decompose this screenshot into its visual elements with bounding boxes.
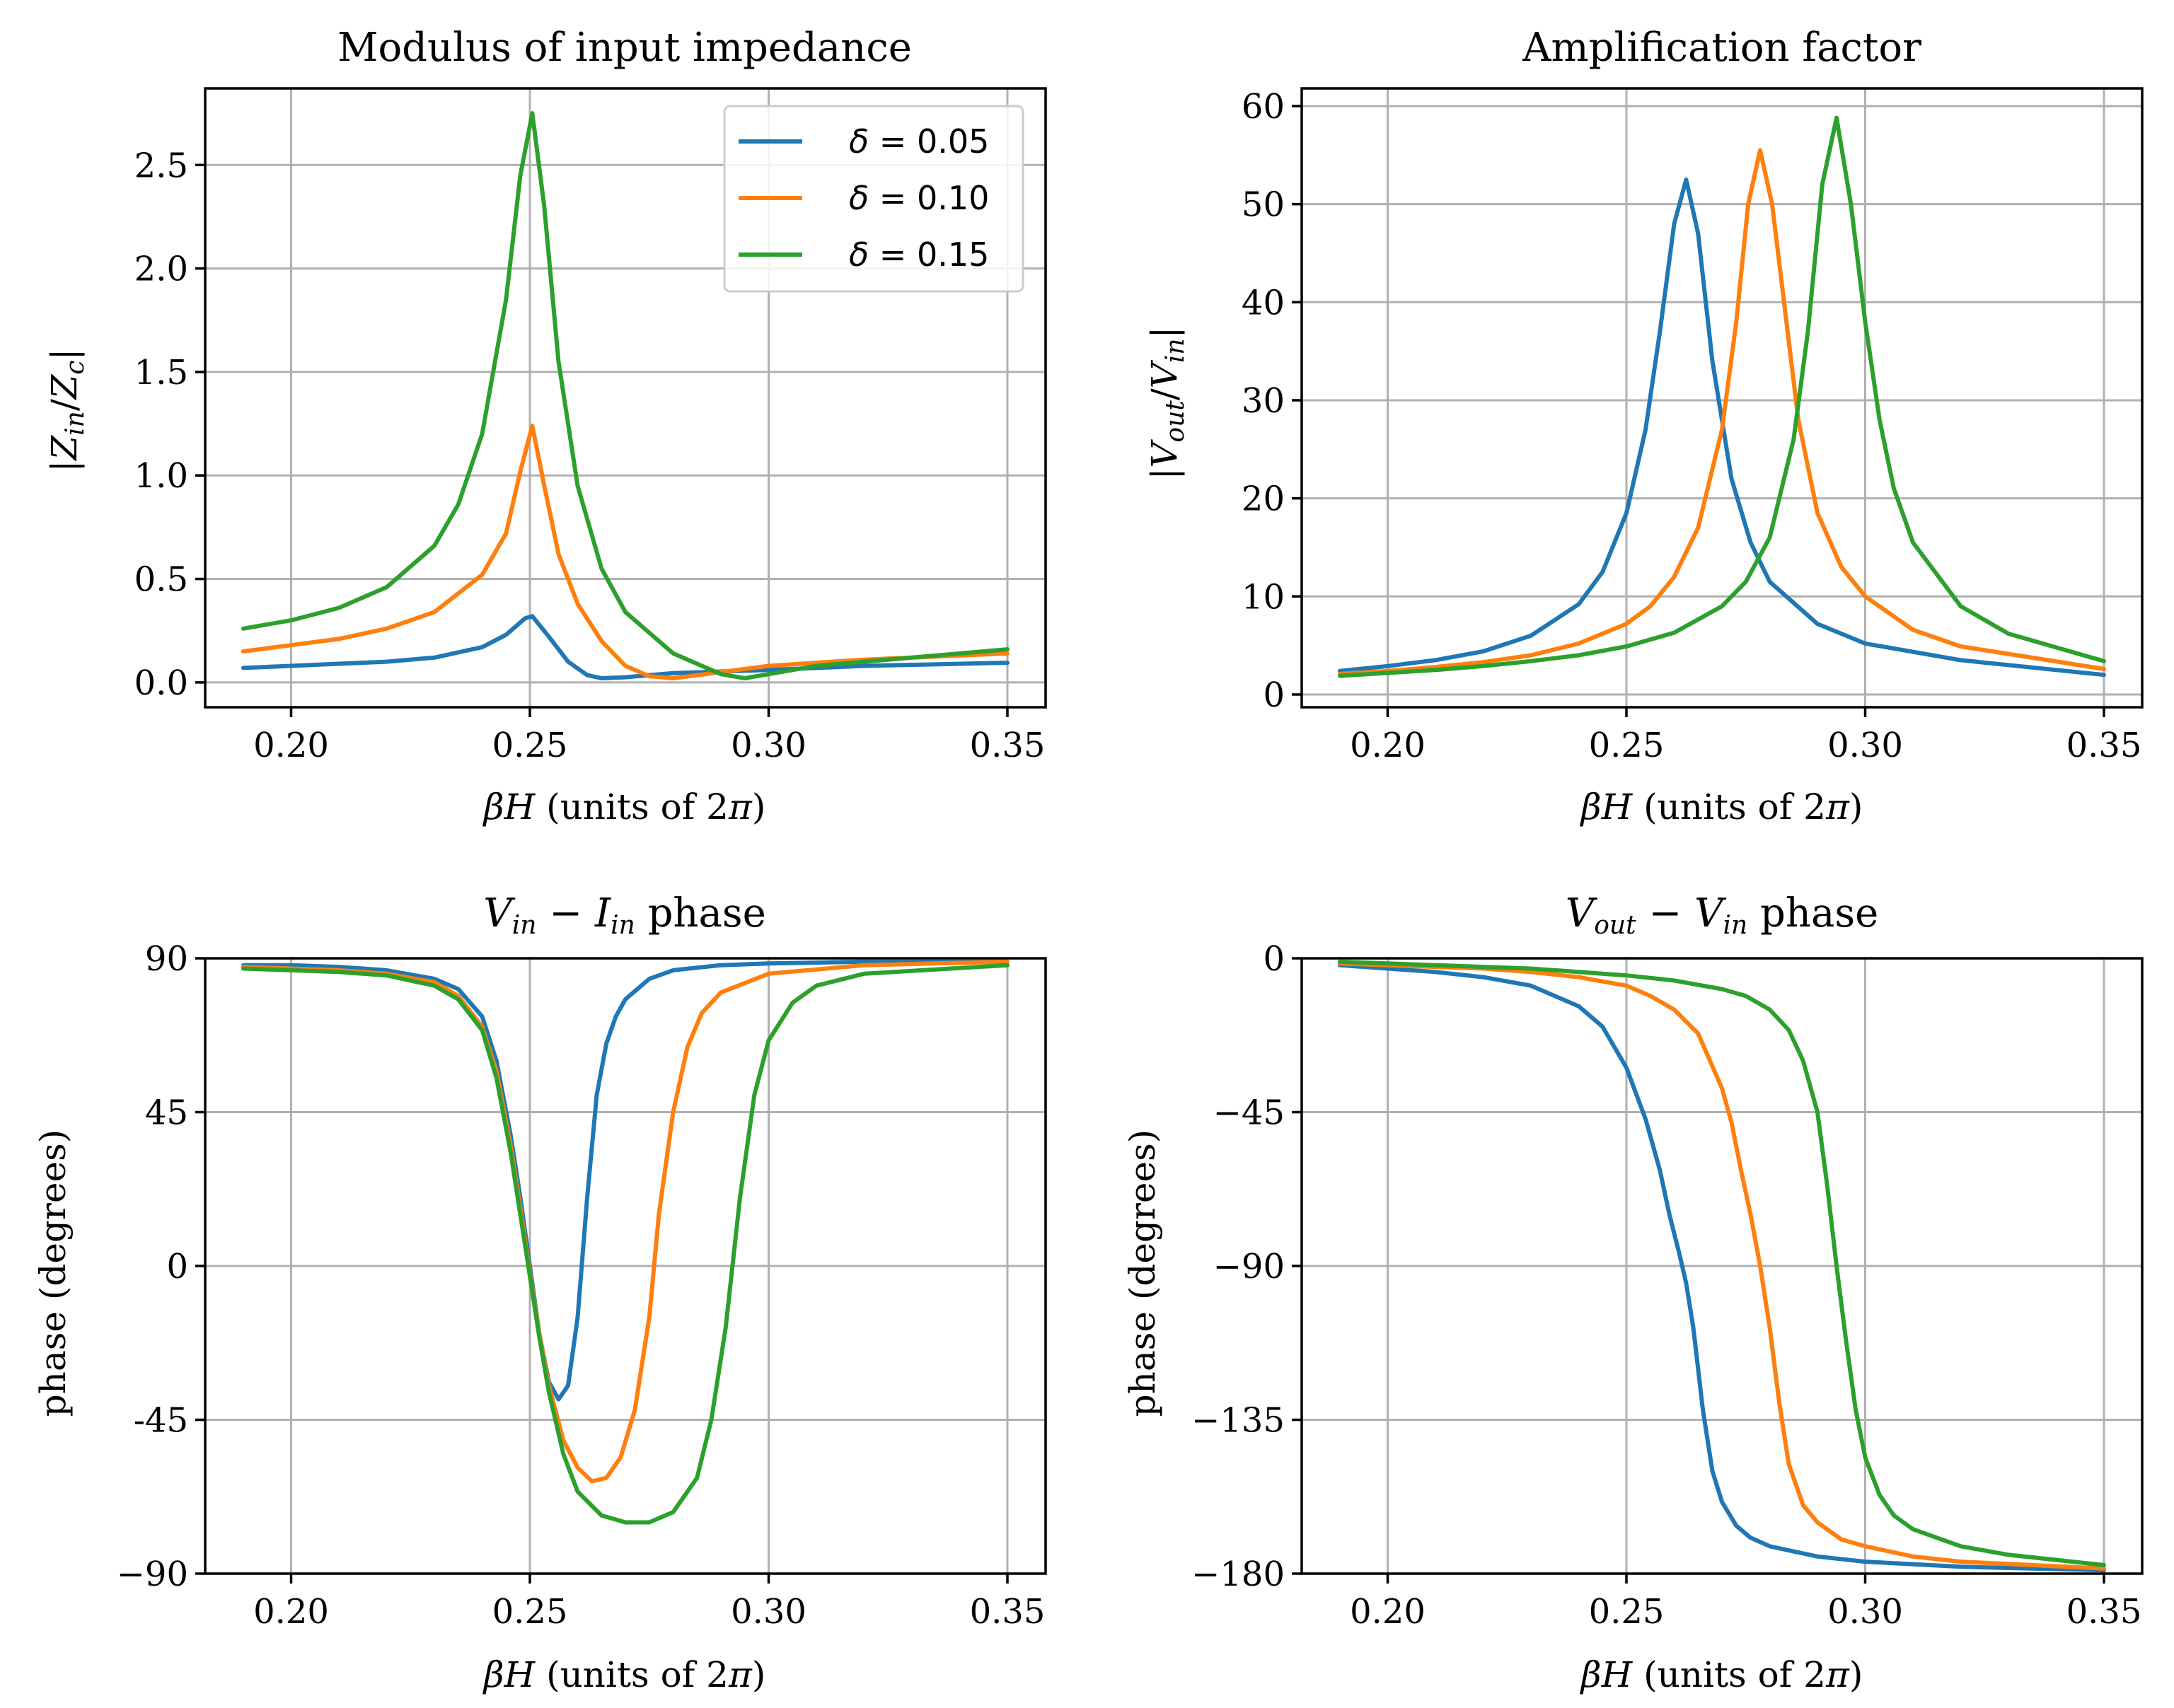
legend-item: δ = 0.15 bbox=[739, 236, 989, 274]
series-line-015 bbox=[241, 963, 1010, 1525]
series-line-005 bbox=[241, 614, 1010, 680]
x-tick-label: 0.30 bbox=[731, 1592, 806, 1632]
legend-box bbox=[723, 105, 1024, 293]
y-tick-label: −90 bbox=[117, 1555, 188, 1594]
y-tick-label: 1.0 bbox=[134, 456, 188, 496]
y-tick-label: 0.0 bbox=[134, 663, 188, 703]
y-tick-label: 1.5 bbox=[134, 353, 188, 393]
y-tick-label: 0 bbox=[1263, 675, 1285, 715]
y-tick-label: 90 bbox=[145, 939, 188, 979]
y-tick-label: −180 bbox=[1191, 1555, 1285, 1594]
series-line-005 bbox=[1338, 178, 2106, 678]
x-tick-label: 0.35 bbox=[2066, 1592, 2142, 1632]
x-tick-label: 0.35 bbox=[2066, 726, 2142, 765]
axes-frame bbox=[1300, 87, 2144, 709]
legend: δ = 0.05 δ = 0.10 δ = 0.15 bbox=[723, 105, 1024, 293]
y-tick-label: 2.0 bbox=[134, 250, 188, 289]
y-tick-label: 0 bbox=[166, 1247, 188, 1286]
amplification-panel: 0.20 0.25 0.30 0.35 0 10 20 30 40 50 60 Amplificat… bbox=[1144, 25, 2144, 827]
x-tick-label: 0.30 bbox=[1827, 1592, 1903, 1632]
y-tick-label: 20 bbox=[1242, 480, 1285, 519]
vout-vin-phase-panel: 0.20 0.25 0.30 0.35 −180 −135 −90 −45 0 Vout − V… bbox=[1122, 890, 2144, 1695]
y-tick-label: 30 bbox=[1242, 381, 1285, 421]
x-tick-label: 0.30 bbox=[731, 726, 806, 765]
y-tick-label: 10 bbox=[1242, 577, 1285, 617]
legend-item: δ = 0.10 bbox=[739, 179, 989, 217]
x-tick-label: 0.20 bbox=[253, 1592, 329, 1632]
impedance-title: Modulus of input impedance bbox=[337, 25, 912, 71]
y-tick-label: 2.5 bbox=[134, 146, 188, 185]
vin-iin-phase-plot-area: 0.20 0.25 0.30 0.35 −90 -45 0 45 90 bbox=[117, 939, 1047, 1632]
vin-iin-phase-x-label: βH (units of 2π) bbox=[482, 1654, 766, 1695]
series-line-005 bbox=[241, 959, 1010, 1402]
impedance-plot-area: 0.20 0.25 0.30 0.35 0.0 0.5 1.0 1.5 2.0 2.5 bbox=[134, 87, 1047, 765]
x-tick-label: 0.20 bbox=[1350, 726, 1426, 765]
y-tick-label: 0 bbox=[1263, 939, 1285, 979]
y-tick-label: −90 bbox=[1213, 1247, 1285, 1286]
series-line-010 bbox=[241, 424, 1010, 680]
vin-iin-phase-y-label: phase (degrees) bbox=[33, 1129, 74, 1417]
x-tick-label: 0.25 bbox=[492, 1592, 568, 1632]
series-line-015 bbox=[241, 111, 1010, 680]
impedance-y-label: |Zin/Zc| bbox=[44, 349, 90, 472]
x-tick-label: 0.30 bbox=[1827, 726, 1903, 765]
series-line-015 bbox=[1338, 959, 2106, 1567]
vout-vin-phase-title: Vout − Vin phase bbox=[1566, 890, 1878, 940]
x-tick-label: 0.35 bbox=[970, 726, 1046, 765]
impedance-panel: 0.20 0.25 0.30 0.35 0.0 0.5 1.0 1.5 2.0 2.5 Modul… bbox=[44, 25, 1047, 827]
axes-frame bbox=[204, 87, 1047, 709]
legend-label: δ = 0.05 bbox=[849, 122, 989, 161]
x-tick-label: 0.25 bbox=[492, 726, 568, 765]
amplification-plot-area: 0.20 0.25 0.30 0.35 0 10 20 30 40 50 60 bbox=[1242, 87, 2144, 765]
impedance-x-label: βH (units of 2π) bbox=[482, 786, 766, 827]
y-tick-label: 45 bbox=[145, 1093, 188, 1133]
series-line-010 bbox=[241, 959, 1010, 1484]
vin-iin-phase-panel: 0.20 0.25 0.30 0.35 −90 -45 0 45 90 Vin − Iin ph… bbox=[33, 890, 1047, 1695]
legend-item: δ = 0.05 bbox=[739, 122, 989, 161]
x-tick-label: 0.35 bbox=[970, 1592, 1046, 1632]
series-line-005 bbox=[1338, 963, 2106, 1573]
vout-vin-phase-y-label: phase (degrees) bbox=[1122, 1129, 1163, 1417]
series-line-015 bbox=[1338, 115, 2106, 678]
series-line-010 bbox=[1338, 148, 2106, 676]
vin-iin-phase-title: Vin − Iin phase bbox=[483, 890, 766, 940]
legend-label: δ = 0.10 bbox=[849, 179, 989, 217]
x-tick-label: 0.20 bbox=[253, 726, 329, 765]
x-tick-label: 0.25 bbox=[1589, 1592, 1665, 1632]
vout-vin-phase-plot-area: 0.20 0.25 0.30 0.35 −180 −135 −90 −45 0 bbox=[1191, 939, 2144, 1632]
amplification-x-label: βH (units of 2π) bbox=[1580, 786, 1863, 827]
series-line-010 bbox=[1338, 961, 2106, 1571]
y-tick-label: −135 bbox=[1191, 1401, 1285, 1441]
x-tick-label: 0.20 bbox=[1350, 1592, 1426, 1632]
y-tick-label: 50 bbox=[1242, 185, 1285, 225]
y-tick-label: 0.5 bbox=[134, 560, 188, 600]
legend-label: δ = 0.15 bbox=[849, 236, 989, 274]
amplification-y-label: |Vout/Vin| bbox=[1144, 327, 1190, 480]
y-tick-label: −45 bbox=[1213, 1093, 1285, 1133]
vout-vin-phase-x-label: βH (units of 2π) bbox=[1580, 1654, 1863, 1695]
y-tick-label: 40 bbox=[1242, 283, 1285, 323]
amplification-title: Amplification factor bbox=[1522, 25, 1921, 71]
y-tick-label: 60 bbox=[1242, 87, 1285, 127]
y-tick-label: -45 bbox=[134, 1401, 188, 1441]
x-tick-label: 0.25 bbox=[1589, 726, 1665, 765]
